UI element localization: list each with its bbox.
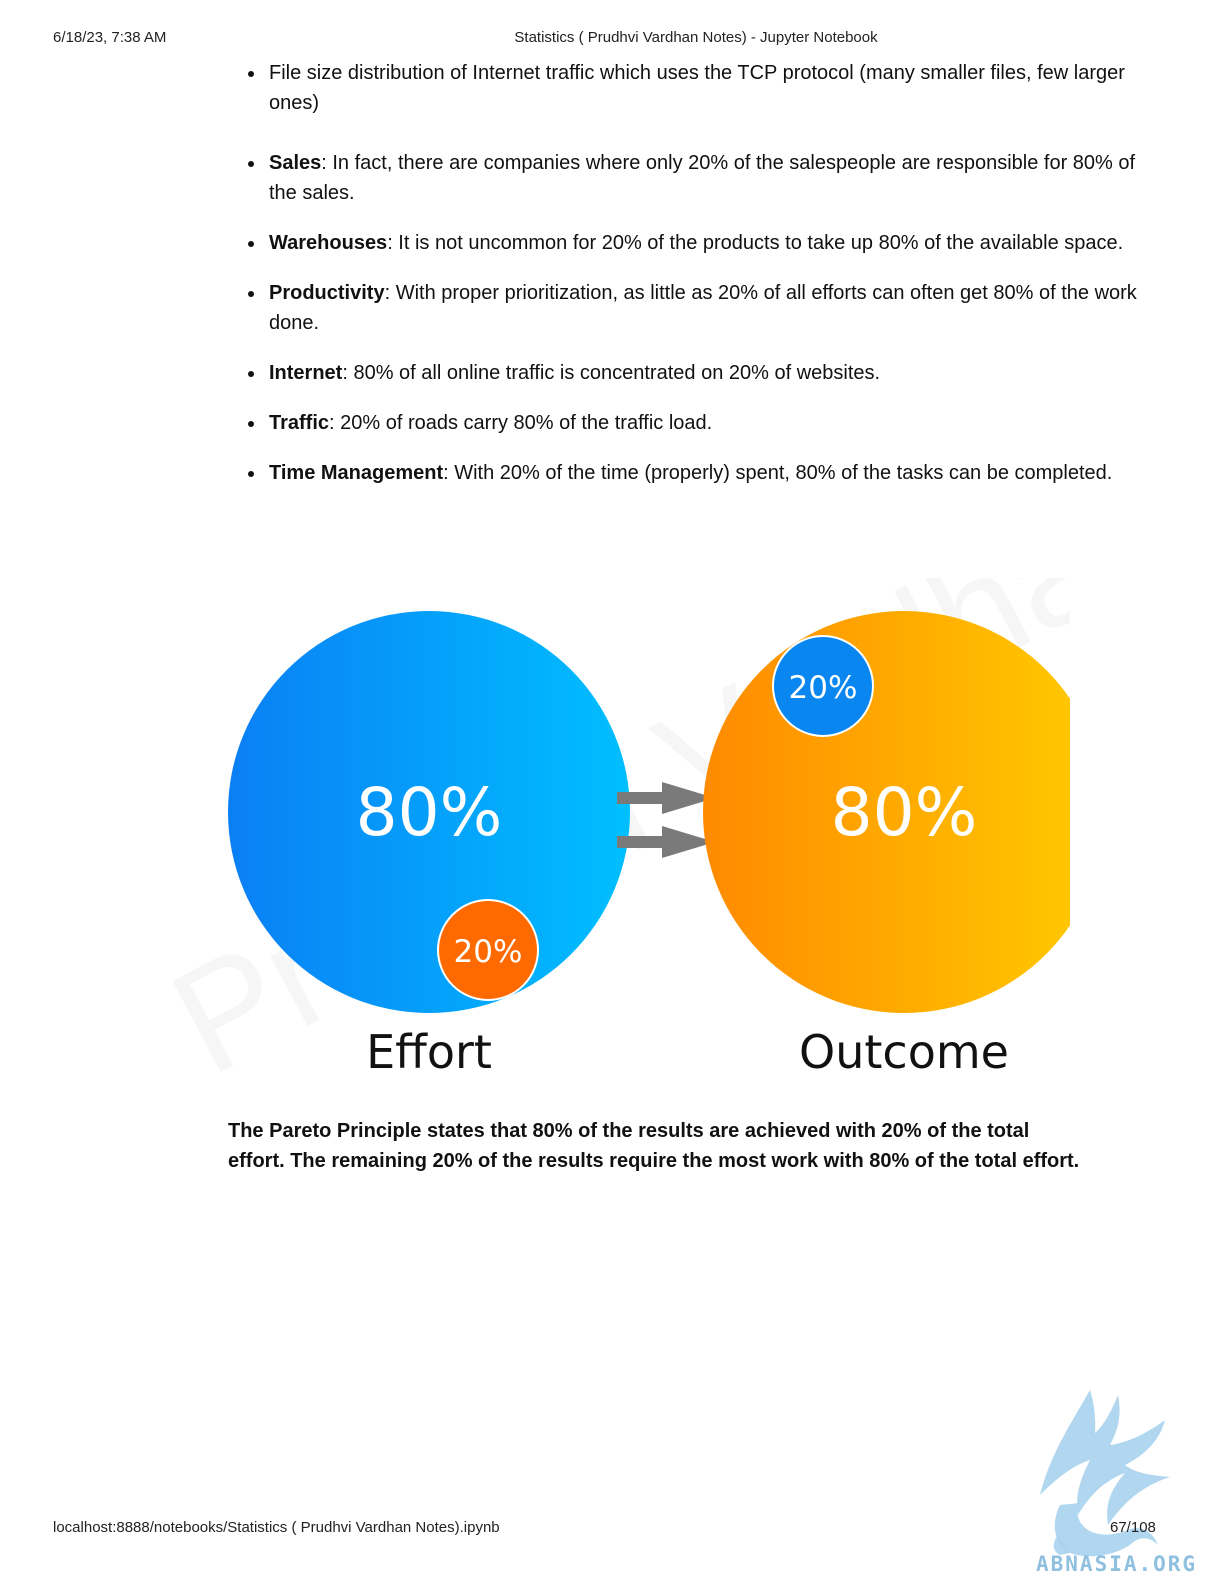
list-item-term: Time Management <box>269 462 444 484</box>
list-item-text: File size distribution of Internet traff… <box>269 62 1125 114</box>
list-item-text: : It is not uncommon for 20% of the prod… <box>387 232 1124 254</box>
list-item: Warehouses: It is not uncommon for 20% o… <box>248 228 1159 258</box>
outcome-big-percent: 80% <box>831 774 978 851</box>
effort-small-circle <box>437 899 539 1001</box>
list-item: Time Management: With 20% of the time (p… <box>248 458 1159 488</box>
list-item-term: Internet <box>269 362 343 384</box>
list-item-text: : 80% of all online traffic is concentra… <box>342 362 881 384</box>
print-header: 6/18/23, 7:38 AM Statistics ( Prudhvi Va… <box>0 29 1224 49</box>
list-item-term: Sales <box>269 152 322 174</box>
list-item: File size distribution of Internet traff… <box>248 58 1159 118</box>
logo-text: ABNASIA.ORG <box>1036 1552 1198 1576</box>
pareto-figure: Prudhvi Vardhan 80% 20% 80% 20% Effort O… <box>228 611 1070 1079</box>
page-number: 67/108 <box>1110 1519 1156 1536</box>
effort-small-percent: 20% <box>454 934 523 970</box>
list-item-term: Warehouses <box>269 232 388 254</box>
summary-paragraph: The Pareto Principle states that 80% of … <box>228 1120 1080 1172</box>
list-item: Productivity: With proper prioritization… <box>248 278 1159 338</box>
print-datetime: 6/18/23, 7:38 AM <box>53 29 167 46</box>
effort-label: Effort <box>366 1025 492 1079</box>
list-item-text: : With 20% of the time (properly) spent,… <box>443 462 1113 484</box>
outcome-label: Outcome <box>799 1025 1009 1079</box>
list-item-text: : In fact, there are companies where onl… <box>269 152 1136 204</box>
footer-url: localhost:8888/notebooks/Statistics ( Pr… <box>53 1519 500 1536</box>
effort-big-percent: 80% <box>356 774 503 851</box>
list-item: Sales: In fact, there are companies wher… <box>248 148 1159 208</box>
list-item-text: : With proper prioritization, as little … <box>269 282 1137 334</box>
list-item-term: Productivity <box>269 282 385 304</box>
examples-list: File size distribution of Internet traff… <box>228 58 1159 508</box>
arrow-icon <box>617 782 715 814</box>
list-item: Traffic: 20% of roads carry 80% of the t… <box>248 408 1159 438</box>
print-title: Statistics ( Prudhvi Vardhan Notes) - Ju… <box>514 29 878 46</box>
outcome-small-percent: 20% <box>789 670 858 706</box>
list-item-term: Traffic <box>269 412 330 434</box>
arrow-icon <box>617 826 715 858</box>
list-item: Internet: 80% of all online traffic is c… <box>248 358 1159 388</box>
effort-circle <box>228 611 630 1013</box>
list-item-text: : 20% of roads carry 80% of the traffic … <box>329 412 713 434</box>
outcome-small-circle <box>772 635 874 737</box>
griffin-logo-icon <box>1040 1390 1170 1557</box>
